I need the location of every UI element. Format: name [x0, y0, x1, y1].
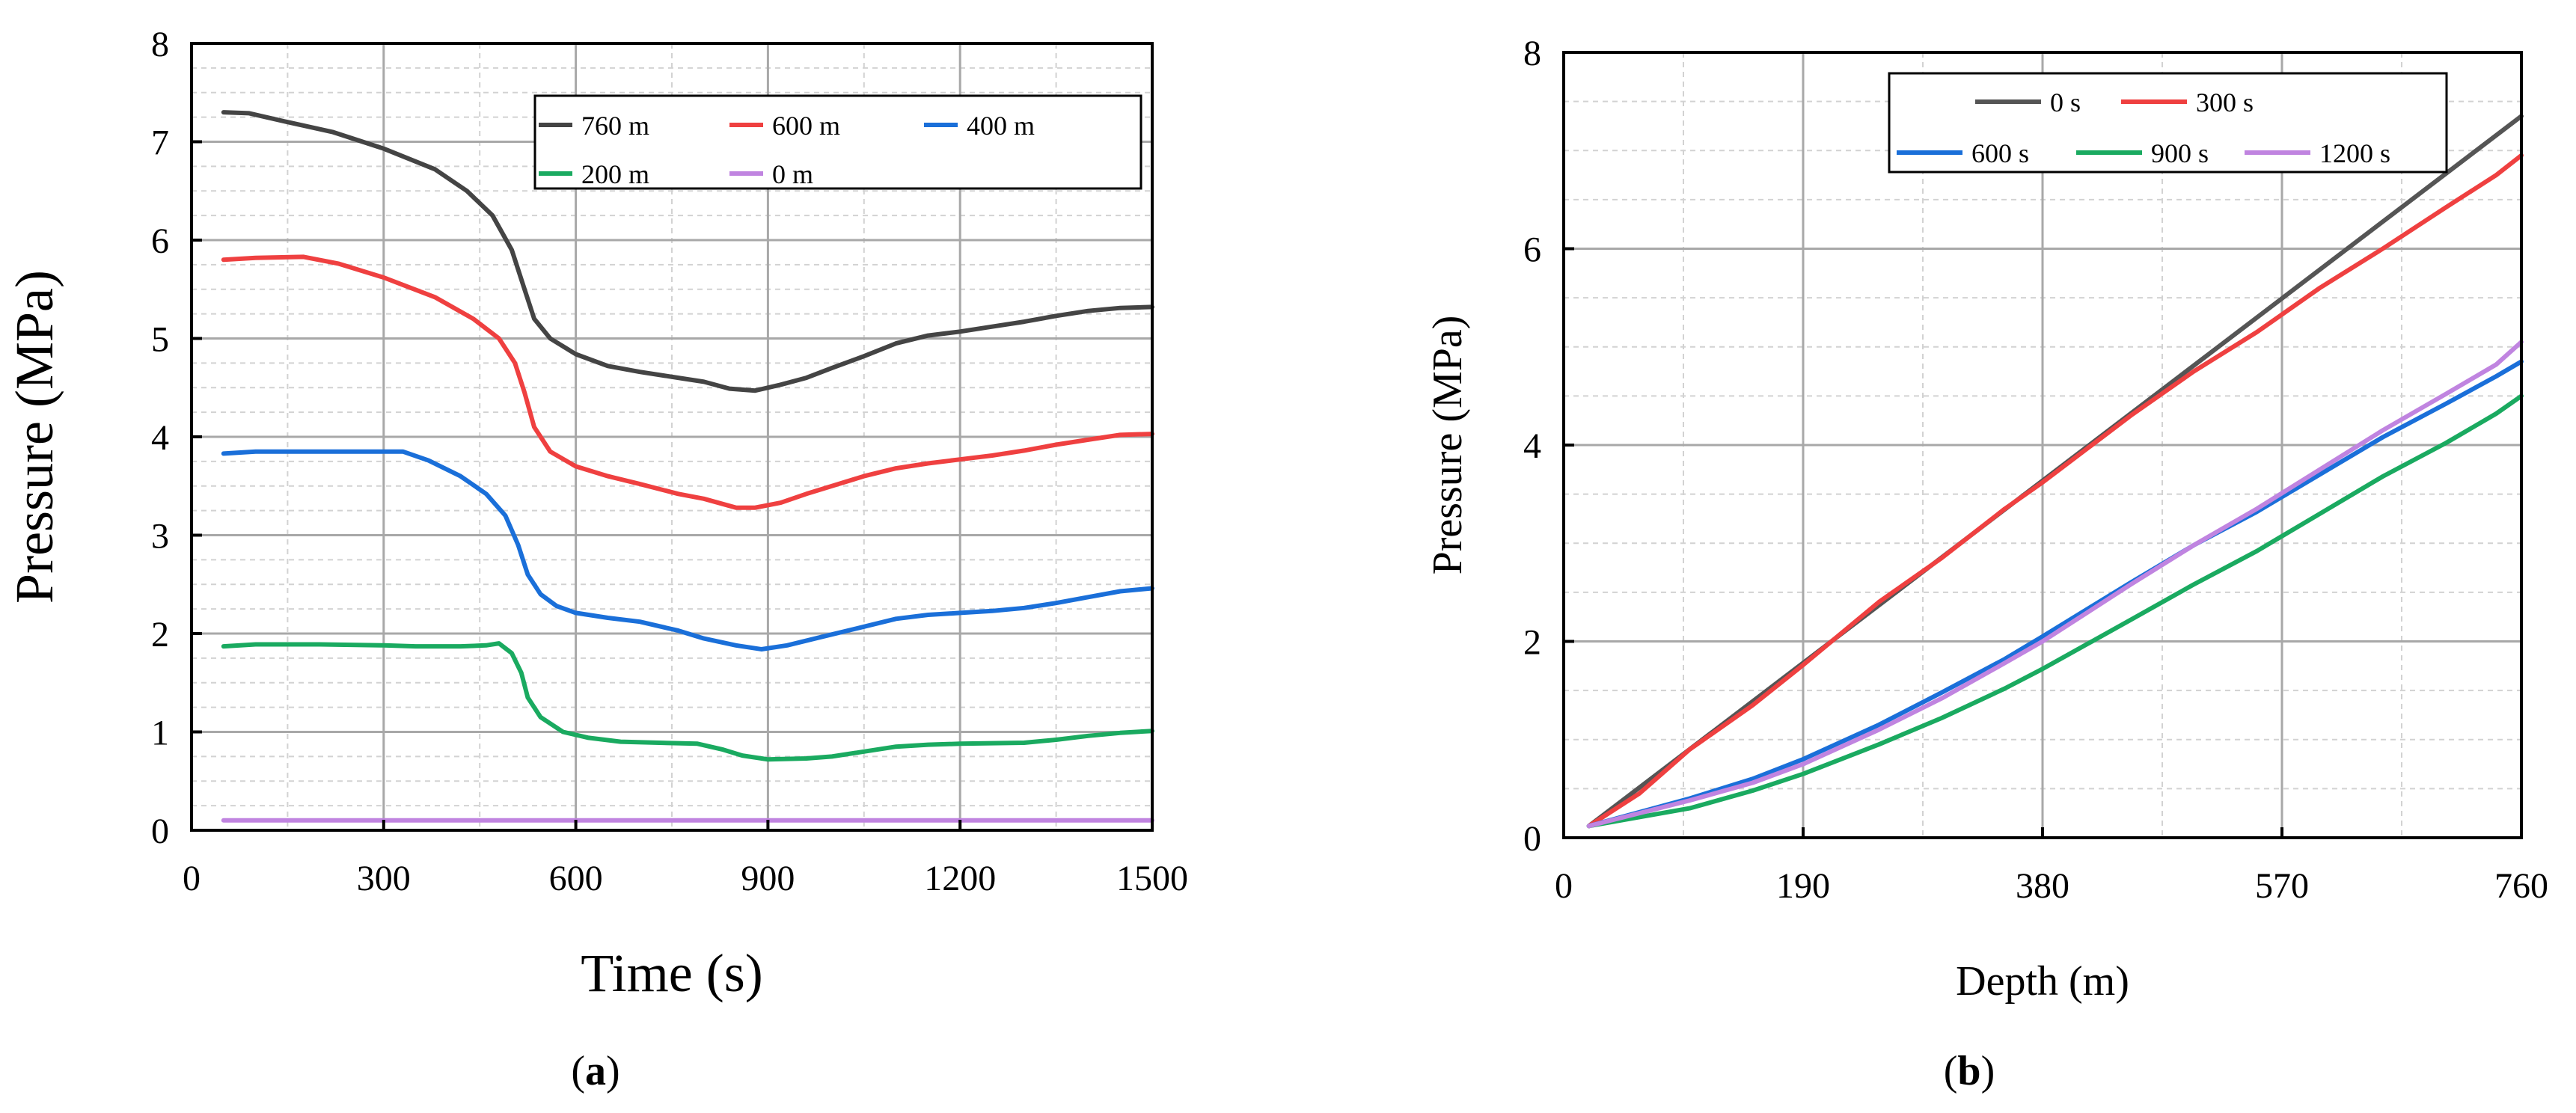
y-tick-label: 8 — [151, 25, 169, 64]
x-axis-label: Time (s) — [581, 943, 762, 1003]
chart-panel-b: 0 190 380 570 760 0 2 4 6 8 Depth (m) Pressure (MPa… — [1425, 34, 2548, 1094]
y-tick-label: 2 — [151, 615, 169, 654]
panel-label-close-paren: ) — [1981, 1048, 1995, 1094]
panel-label-letter: a — [585, 1048, 606, 1094]
y-axis-label: Pressure (MPa) — [1425, 316, 1471, 575]
y-tick-label: 1 — [151, 714, 169, 753]
y-tick-label: 6 — [151, 221, 169, 261]
legend-label: 400 m — [967, 111, 1035, 141]
series-line-300-s — [1586, 153, 2524, 829]
legend-label: 760 m — [581, 111, 649, 141]
x-tick-label: 190 — [1776, 866, 1830, 906]
y-tick-label: 0 — [151, 812, 169, 851]
x-tick-label: 1500 — [1116, 859, 1188, 898]
legend-label: 1200 s — [2319, 138, 2390, 168]
legend-label: 300 s — [2196, 88, 2254, 117]
series-line-400-m — [221, 449, 1154, 651]
x-tick-label: 0 — [183, 859, 201, 898]
y-tick-label: 0 — [1523, 819, 1541, 859]
y-tick-label: 4 — [151, 418, 169, 458]
x-tick-label: 380 — [2016, 866, 2069, 906]
panel-label-close-paren: ) — [606, 1048, 620, 1094]
legend-label: 0 s — [2050, 88, 2081, 117]
x-tick-label: 900 — [741, 859, 795, 898]
y-tick-label: 4 — [1523, 426, 1541, 466]
y-tick-label: 7 — [151, 123, 169, 163]
series-line-760-m — [221, 110, 1154, 393]
y-tick-label: 5 — [151, 320, 169, 360]
y-tick-label: 2 — [1523, 623, 1541, 663]
y-tick-label: 3 — [151, 517, 169, 556]
panel-label-a: (a) — [571, 1048, 619, 1094]
series-line-200-m — [221, 641, 1154, 762]
y-tick-label: 8 — [1523, 34, 1541, 73]
x-tick-label: 300 — [357, 859, 411, 898]
series-line-600-m — [221, 254, 1154, 510]
series-group-b — [1586, 114, 2524, 829]
legend-label: 600 s — [1971, 138, 2029, 168]
ticks-a: 0 300 600 900 1200 1500 0 1 2 3 4 5 6 7 8 — [151, 25, 1188, 898]
panel-label-open-paren: ( — [571, 1048, 585, 1094]
x-tick-label: 760 — [2494, 866, 2548, 906]
series-line-900-s — [1586, 393, 2524, 829]
y-axis-label: Pressure (MPa) — [4, 270, 64, 604]
legend-label: 900 s — [2151, 138, 2209, 168]
x-axis-label: Depth (m) — [1956, 958, 2129, 1005]
legend-box — [1888, 72, 2448, 174]
x-tick-label: 1200 — [924, 859, 996, 898]
x-tick-label: 0 — [1555, 866, 1573, 906]
series-group-a — [221, 110, 1154, 823]
ticks-b: 0 190 380 570 760 0 2 4 6 8 — [1523, 34, 2548, 906]
series-line-600-s — [1586, 359, 2524, 829]
panel-label-open-paren: ( — [1944, 1048, 1958, 1094]
legend-label: 600 m — [772, 111, 840, 141]
legend-a: 760 m 600 m 400 m 200 m 0 m — [533, 94, 1142, 190]
legend-label: 0 m — [772, 159, 813, 189]
y-tick-label: 6 — [1523, 230, 1541, 270]
legend-b: 0 s 300 s 600 s 900 s 1200 s — [1888, 72, 2448, 174]
chart-panel-a: 0 300 600 900 1200 1500 0 1 2 3 4 5 6 7 8 Time (s) Press… — [4, 25, 1188, 1094]
legend-box — [533, 94, 1142, 190]
series-line-1200-s — [1586, 340, 2524, 829]
panel-label-b: (b) — [1944, 1048, 1995, 1094]
panel-label-letter: b — [1957, 1048, 1980, 1094]
x-tick-label: 600 — [549, 859, 603, 898]
legend-label: 200 m — [581, 159, 649, 189]
x-tick-label: 570 — [2255, 866, 2309, 906]
